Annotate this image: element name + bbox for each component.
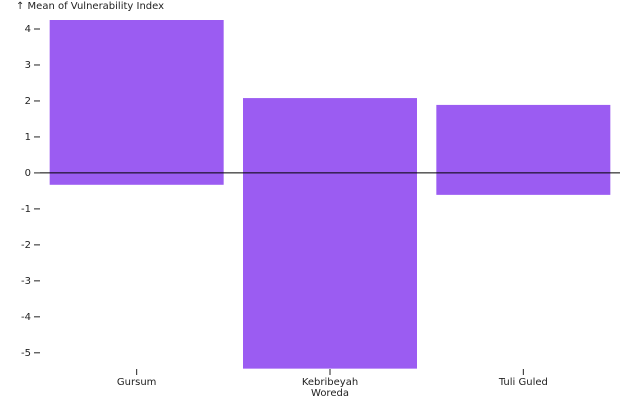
bar	[243, 98, 417, 173]
y-tick-label: 4	[25, 24, 31, 35]
bar	[49, 20, 224, 173]
y-tick-label: -2	[21, 240, 31, 251]
bar	[49, 172, 224, 185]
x-tick-label: Tuli Guled	[498, 377, 548, 388]
bar	[436, 172, 611, 195]
bar	[243, 172, 417, 369]
x-tick-label: Gursum	[117, 377, 157, 388]
y-tick-label: -3	[21, 276, 31, 287]
y-tick-label: 1	[25, 132, 31, 143]
y-tick-label: -5	[21, 348, 31, 359]
y-tick-label: -4	[21, 312, 31, 323]
y-tick-label: -1	[21, 204, 31, 215]
y-axis-label: ↑ Mean of Vulnerability Index	[16, 1, 164, 12]
x-tick-label: Kebribeyah	[302, 377, 358, 388]
bar	[436, 104, 611, 173]
y-tick-label: 0	[25, 168, 31, 179]
x-axis-label: Woreda	[311, 388, 349, 399]
y-tick-label: 2	[25, 96, 31, 107]
y-tick-label: 3	[25, 60, 31, 71]
